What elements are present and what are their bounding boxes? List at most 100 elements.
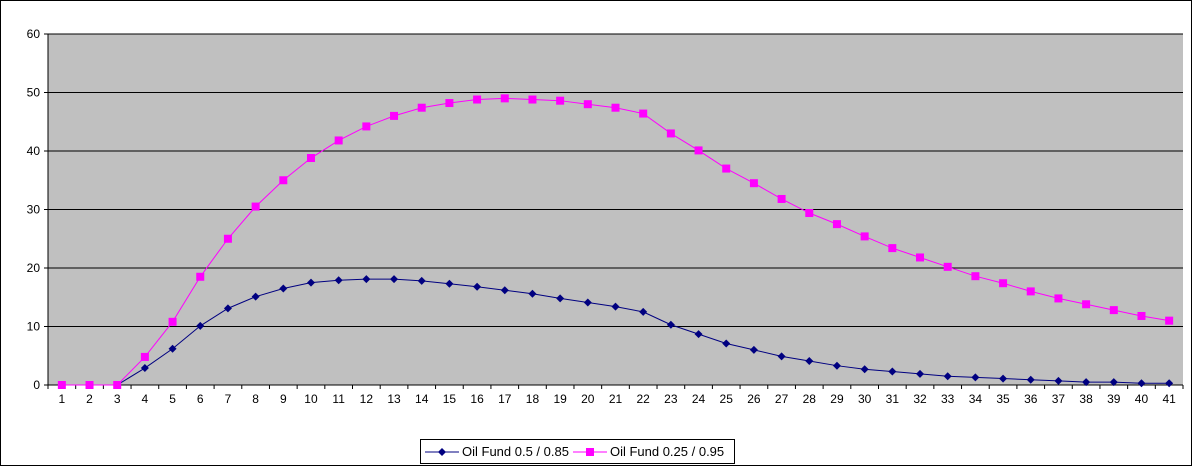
x-tick-label: 15 [443, 392, 457, 406]
data-point [1082, 378, 1091, 387]
x-tick-label: 13 [387, 392, 401, 406]
data-point [888, 367, 897, 376]
x-tick-label: 28 [803, 392, 817, 406]
data-point [417, 103, 426, 112]
x-tick-label: 34 [969, 392, 983, 406]
data-point [251, 292, 260, 301]
y-tick-label: 20 [27, 261, 41, 275]
data-point [1165, 316, 1174, 325]
series-layer [57, 94, 1174, 389]
data-point [694, 146, 703, 155]
data-point [583, 298, 592, 307]
x-tick-label: 1 [58, 392, 65, 406]
data-point [334, 276, 343, 285]
x-tick-label: 21 [609, 392, 623, 406]
x-tick-label: 39 [1107, 392, 1121, 406]
x-tick-label: 4 [142, 392, 149, 406]
data-point [722, 339, 731, 348]
data-point [1165, 379, 1174, 388]
x-tick-label: 37 [1052, 392, 1066, 406]
x-tick-label: 16 [470, 392, 484, 406]
x-tick-label: 26 [747, 392, 761, 406]
y-tick-label: 40 [27, 144, 41, 158]
data-point [832, 220, 841, 229]
legend: Oil Fund 0.5 / 0.85 Oil Fund 0.25 / 0.95 [420, 439, 736, 464]
data-point [473, 95, 482, 104]
data-point [943, 262, 952, 271]
data-point [722, 164, 731, 173]
data-point [1054, 376, 1063, 385]
data-point [1082, 300, 1091, 309]
data-point [306, 278, 315, 287]
data-point [279, 284, 288, 293]
data-point [999, 279, 1008, 288]
x-tick-label: 30 [858, 392, 872, 406]
x-tick-label: 32 [913, 392, 927, 406]
data-point [805, 357, 814, 366]
x-tick-label: 12 [360, 392, 374, 406]
x-tick-label: 2 [86, 392, 93, 406]
series-1 [57, 275, 1174, 389]
data-point [362, 275, 371, 284]
x-tick-label: 22 [637, 392, 651, 406]
data-point [639, 109, 648, 118]
data-point [445, 279, 454, 288]
data-point [971, 373, 980, 382]
data-point [832, 361, 841, 370]
data-point [140, 364, 149, 373]
x-tick-label: 8 [252, 392, 259, 406]
x-tick-label: 25 [720, 392, 734, 406]
x-tick-label: 38 [1079, 392, 1093, 406]
data-point [611, 103, 620, 112]
data-point [168, 317, 177, 326]
data-point [500, 286, 509, 295]
data-point [223, 304, 232, 313]
data-point [611, 302, 620, 311]
data-point [805, 209, 814, 218]
data-point [57, 381, 66, 389]
data-point [666, 320, 675, 329]
data-point [251, 202, 260, 211]
data-point [168, 344, 177, 353]
x-tick-label: 9 [280, 392, 287, 406]
data-point [528, 289, 537, 298]
data-point [1109, 378, 1118, 387]
legend-label-series-2: Oil Fund 0.25 / 0.95 [609, 444, 725, 459]
x-tick-label: 36 [1024, 392, 1038, 406]
data-point [445, 99, 454, 108]
data-point [140, 352, 149, 361]
y-tick-label: 30 [27, 203, 41, 217]
data-point [916, 253, 925, 262]
data-point [749, 345, 758, 354]
data-point [473, 282, 482, 291]
gridlines [48, 33, 1183, 327]
x-tick-label: 24 [692, 392, 706, 406]
data-point [1026, 375, 1035, 384]
x-tick-label: 18 [526, 392, 540, 406]
x-tick-label: 14 [415, 392, 429, 406]
x-tick-label: 31 [886, 392, 900, 406]
y-tick-label: 50 [27, 86, 41, 100]
data-point [417, 276, 426, 285]
data-point [1026, 287, 1035, 296]
data-point [943, 372, 952, 381]
data-point [556, 96, 565, 105]
x-tick-label: 33 [941, 392, 955, 406]
data-point [860, 232, 869, 241]
data-point [196, 272, 205, 281]
x-tick-label: 10 [304, 392, 318, 406]
x-tick-label: 5 [169, 392, 176, 406]
data-point [694, 330, 703, 339]
data-point [528, 95, 537, 104]
data-point [362, 122, 371, 131]
data-point [390, 275, 399, 284]
data-point [556, 294, 565, 303]
data-point [916, 369, 925, 378]
data-point [306, 154, 315, 163]
data-point [1137, 379, 1146, 388]
x-tick-label: 23 [664, 392, 678, 406]
x-tick-label: 40 [1135, 392, 1149, 406]
